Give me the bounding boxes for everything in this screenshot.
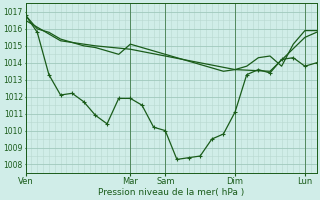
X-axis label: Pression niveau de la mer( hPa ): Pression niveau de la mer( hPa ): [98, 188, 244, 197]
